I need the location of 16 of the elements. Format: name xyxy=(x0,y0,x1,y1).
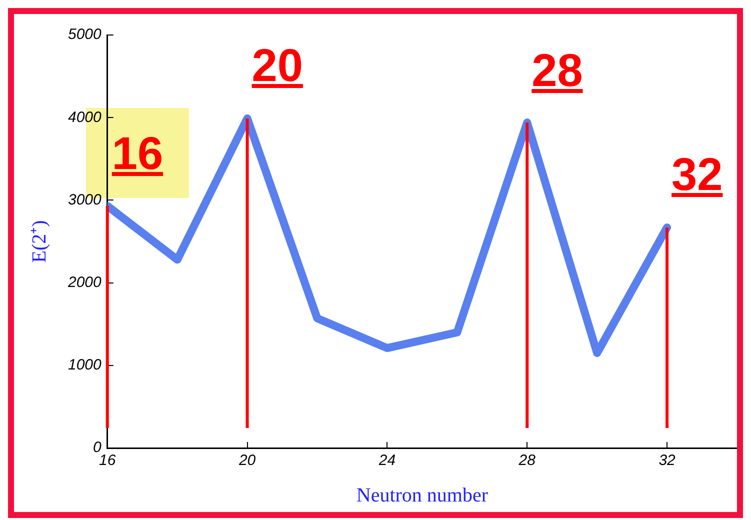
y-tick-label: 5000 xyxy=(68,26,102,44)
ref-line-label: 28 xyxy=(532,44,583,96)
y-tick-label: 3000 xyxy=(68,191,102,208)
ref-line-label: 16 xyxy=(112,126,164,179)
x-tick-label: 32 xyxy=(658,452,676,470)
y-tick-label: 1000 xyxy=(68,356,102,374)
frame: Neutron number E(2⁺) 16 20 24 28 32 0 1000 2000 3000 4000 5000 16 20 28 32 xyxy=(8,8,743,518)
ref-line-label: 32 xyxy=(672,148,723,200)
x-tick-label: 20 xyxy=(238,452,256,470)
x-tick-label: 28 xyxy=(518,452,536,470)
x-tick-label: 24 xyxy=(378,452,396,470)
y-tick-label: 2000 xyxy=(66,274,102,291)
ref-line-label: 20 xyxy=(252,39,303,92)
x-axis-title: Neutron number xyxy=(356,484,488,506)
y-axis-title: E(2⁺) xyxy=(28,220,50,263)
y-tick-label: 4000 xyxy=(68,108,102,126)
